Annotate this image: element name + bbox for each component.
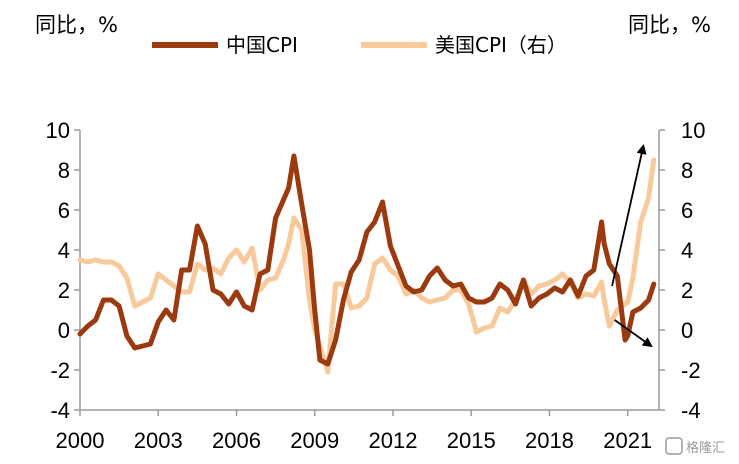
- left-y-tick-label: -4: [50, 398, 70, 423]
- left-axis-unit-label: 同比，%: [35, 13, 118, 37]
- x-ticks: 2000 2003 2006 2009 2012 2015 2018 2021: [56, 410, 652, 453]
- right-y-tick-label: -2: [681, 358, 701, 383]
- watermark-logo-icon: [665, 437, 683, 455]
- right-y-ticks: -4 -2 0 2 4 6 8 10: [659, 118, 705, 423]
- left-y-tick-label: 2: [58, 278, 70, 303]
- left-y-tick-label: -2: [50, 358, 70, 383]
- legend: 中国CPI 美国CPI（右）: [152, 33, 567, 57]
- watermark-text: 格隆汇: [686, 440, 725, 456]
- right-y-tick-label: 6: [681, 198, 693, 223]
- legend-label-us-cpi: 美国CPI（右）: [435, 33, 567, 57]
- x-tick-label: 2009: [290, 428, 339, 453]
- x-tick-label: 2018: [525, 428, 574, 453]
- left-y-tick-label: 6: [58, 198, 70, 223]
- series-layer: [77, 153, 657, 375]
- legend-label-china-cpi: 中国CPI: [226, 33, 298, 57]
- x-tick-label: 2015: [447, 428, 496, 453]
- x-tick-label: 2003: [134, 428, 183, 453]
- right-y-tick-label: 2: [681, 278, 693, 303]
- left-y-tick-label: 10: [46, 118, 70, 143]
- annotation-arrow-2: [614, 319, 653, 348]
- right-y-tick-label: -4: [681, 398, 701, 423]
- x-tick-label: 2021: [603, 428, 652, 453]
- right-y-tick-label: 10: [681, 118, 705, 143]
- annotation-arrow-1: [611, 144, 647, 287]
- left-y-ticks: -4 -2 0 2 4 6 8 10: [46, 118, 80, 423]
- right-axis-unit-label: 同比，%: [628, 13, 711, 37]
- right-y-tick-label: 8: [681, 158, 693, 183]
- watermark: 格隆汇: [665, 437, 725, 456]
- left-y-tick-label: 0: [58, 318, 70, 343]
- left-y-tick-label: 4: [58, 238, 70, 263]
- x-tick-label: 2006: [212, 428, 261, 453]
- series-line-china-cpi: [77, 153, 657, 367]
- annotation-layer: [611, 144, 653, 348]
- left-y-tick-label: 8: [58, 158, 70, 183]
- right-y-tick-label: 4: [681, 238, 693, 263]
- right-y-tick-label: 0: [681, 318, 693, 343]
- series-line-us-cpi: [77, 157, 657, 375]
- x-tick-label: 2000: [56, 428, 105, 453]
- x-tick-label: 2012: [368, 428, 417, 453]
